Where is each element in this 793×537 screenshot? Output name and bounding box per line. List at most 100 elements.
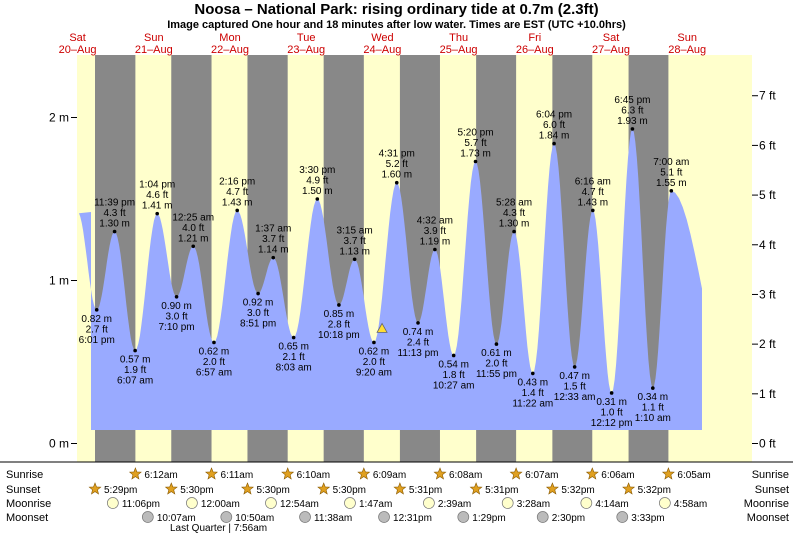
high-tide-point (352, 257, 357, 262)
moonset-icon (299, 511, 311, 523)
high-tide-label: 4.7 ft (226, 187, 248, 198)
high-tide-label: 3:30 pm (299, 165, 335, 176)
low-tide-label: 1.4 ft (522, 388, 544, 399)
moon-icon (501, 497, 514, 509)
moonrise-time: 2:39am (438, 499, 471, 510)
moonset-icon (616, 511, 629, 523)
sunset-time: 5:29pm (104, 485, 137, 496)
moonrise-row-label-left: Moonrise (6, 498, 51, 510)
sunset-time: 5:31pm (409, 485, 442, 496)
high-tide-point (155, 211, 159, 216)
y-left-tick-label: 0 m (49, 437, 69, 451)
high-tide-label: 4.6 ft (146, 190, 168, 201)
moonset-row-label-right: Moonset (747, 512, 789, 524)
high-tide-label: 4.9 ft (306, 176, 328, 187)
sunrise-time: 6:09am (373, 470, 406, 481)
low-tide-point (337, 303, 341, 307)
sun-icon (585, 467, 599, 480)
low-tide-label: 2.8 ft (328, 319, 350, 330)
day-label-dow: Tue (297, 32, 316, 44)
low-tide-label: 3.0 ft (247, 308, 269, 319)
day-label-date: 24–Aug (363, 44, 401, 56)
y-right-tick-label: 2 ft (759, 337, 776, 351)
sunrise-time: 6:08am (449, 470, 482, 481)
high-tide-label: 3.7 ft (262, 234, 284, 245)
low-tide-label: 0.85 m (324, 309, 355, 320)
day-label-dow: Fri (528, 32, 541, 44)
moonrise-time: 4:14am (595, 499, 628, 510)
sun-icon (317, 482, 331, 495)
low-tide-label: 7:10 pm (158, 322, 194, 333)
low-tide-label: 10:18 pm (318, 330, 360, 341)
high-tide-label: 4:32 am (417, 216, 453, 227)
sunrise-time: 6:05am (677, 470, 710, 481)
sunrise-time: 6:12am (144, 470, 177, 481)
low-tide-label: 2.1 ft (283, 352, 305, 363)
high-tide-label: 1.13 m (339, 246, 370, 257)
high-tide-point (591, 208, 595, 213)
high-tide-point (315, 197, 320, 201)
low-tide-label: 0.61 m (481, 348, 512, 359)
high-tide-label: 1.93 m (617, 116, 648, 127)
tide-curve (79, 128, 702, 430)
low-tide-label: 0.82 m (81, 314, 112, 325)
high-tide-label: 1.30 m (99, 219, 130, 230)
sunset-row-label-left: Sunset (6, 484, 40, 496)
day-label-date: 20–Aug (59, 44, 97, 56)
low-tide-label: 1.5 ft (564, 381, 586, 392)
moonset-row-label-left: Moonset (6, 512, 48, 524)
moonset-icon (536, 511, 549, 523)
high-tide-label: 3.9 ft (424, 226, 446, 237)
high-tide-point (271, 255, 276, 260)
low-tide-label: 6:01 pm (79, 335, 115, 346)
moonset-time: 3:33pm (631, 513, 664, 524)
low-tide-point (494, 342, 499, 346)
low-tide-label: 3.0 ft (165, 311, 187, 322)
current-tide-triangle (376, 322, 388, 333)
moonset-time: 10:50am (235, 513, 274, 524)
moonrise-time: 11:06pm (122, 499, 160, 510)
sunrise-time: 6:06am (601, 470, 634, 481)
low-tide-point (651, 386, 655, 390)
high-tide-label: 1.73 m (460, 149, 491, 160)
high-tide-label: 2:16 pm (219, 176, 255, 187)
sun-icon (281, 467, 295, 480)
y-right-tick-label: 3 ft (759, 287, 776, 301)
high-tide-label: 6:45 pm (614, 95, 650, 106)
low-tide-label: 2.4 ft (407, 337, 429, 348)
high-tide-label: 5.1 ft (660, 167, 682, 178)
high-tide-label: 1.14 m (258, 245, 289, 256)
high-tide-label: 1.21 m (178, 233, 209, 244)
high-tide-point (433, 247, 437, 252)
sunrise-time: 6:10am (297, 470, 330, 481)
low-tide-label: 0.62 m (359, 346, 390, 357)
moon-icon (659, 497, 671, 509)
low-tide-label: 1.9 ft (124, 365, 146, 376)
low-tide-point (572, 365, 577, 369)
low-tide-label: 0.62 m (199, 346, 230, 357)
high-tide-label: 1.50 m (302, 186, 333, 197)
low-tide-label: 1:10 am (635, 413, 671, 424)
low-tide-point (212, 340, 216, 345)
low-tide-label: 0.43 m (518, 377, 549, 388)
low-tide-point (133, 348, 137, 353)
y-right-tick-label: 5 ft (759, 188, 776, 202)
low-tide-label: 0.31 m (596, 397, 627, 408)
low-tide-label: 2.0 ft (203, 357, 225, 368)
high-tide-point (669, 189, 674, 193)
sun-icon (128, 467, 142, 480)
high-tide-label: 1.60 m (381, 170, 412, 181)
y-right-tick-label: 4 ft (759, 238, 776, 252)
high-tide-label: 6:04 pm (536, 110, 572, 121)
high-tide-point (512, 229, 516, 234)
day-label-date: 25–Aug (440, 44, 478, 56)
low-tide-label: 1.1 ft (642, 403, 664, 414)
high-tide-label: 12:25 am (172, 212, 214, 223)
low-tide-label: 0.34 m (638, 392, 669, 403)
day-label-dow: Mon (219, 32, 240, 44)
day-label-dow: Wed (371, 32, 393, 44)
low-tide-label: 12:33 am (554, 392, 596, 403)
high-tide-label: 4.0 ft (182, 223, 204, 234)
moonset-time: 11:38am (314, 513, 352, 524)
low-tide-label: 8:03 am (276, 363, 312, 374)
